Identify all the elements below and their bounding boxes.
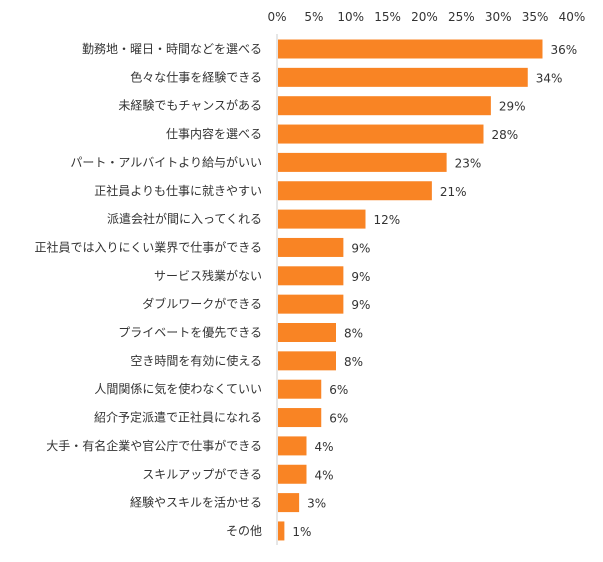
bar bbox=[278, 96, 491, 116]
bar bbox=[278, 493, 300, 513]
category-label: スキルアップができる bbox=[142, 466, 262, 481]
data-label: 4% bbox=[315, 440, 334, 454]
category-label: 空き時間を有効に使える bbox=[130, 353, 262, 368]
category-label: 仕事内容を選べる bbox=[166, 126, 262, 141]
x-tick-label: 25% bbox=[448, 10, 475, 24]
data-label: 8% bbox=[344, 355, 363, 369]
data-label: 1% bbox=[292, 525, 311, 539]
data-label: 9% bbox=[351, 270, 370, 284]
bar bbox=[278, 124, 484, 144]
bar bbox=[278, 67, 528, 87]
data-label: 9% bbox=[351, 241, 370, 255]
category-label: ダブルワークができる bbox=[142, 296, 262, 311]
category-label: 大手・有名企業や官公庁で仕事ができる bbox=[46, 438, 262, 453]
data-label: 4% bbox=[315, 468, 334, 482]
x-tick-label: 40% bbox=[559, 10, 586, 24]
bar bbox=[278, 181, 432, 201]
category-label: 正社員では入りにくい業界で仕事ができる bbox=[34, 239, 262, 254]
data-label: 29% bbox=[499, 100, 526, 114]
bar bbox=[278, 294, 344, 314]
category-label: 紹介予定派遣で正社員になれる bbox=[94, 410, 262, 425]
bar bbox=[278, 379, 322, 399]
data-label: 28% bbox=[492, 128, 519, 142]
bar bbox=[278, 39, 543, 59]
data-label: 8% bbox=[344, 327, 363, 341]
bar bbox=[278, 266, 344, 286]
category-label: 勤務地・曜日・時間などを選べる bbox=[82, 42, 262, 56]
category-label: 経験やスキルを活かせる bbox=[130, 495, 262, 510]
category-label: サービス残業がない bbox=[154, 268, 262, 283]
bar bbox=[278, 152, 447, 172]
x-tick-label: 35% bbox=[522, 10, 549, 24]
x-tick-label: 20% bbox=[411, 10, 438, 24]
bar bbox=[278, 408, 322, 428]
bar bbox=[278, 351, 336, 371]
category-label: その他 bbox=[226, 524, 262, 538]
data-label: 9% bbox=[351, 298, 370, 312]
x-tick-label: 0% bbox=[267, 10, 286, 24]
x-tick-label: 10% bbox=[337, 10, 364, 24]
bar bbox=[278, 237, 344, 257]
data-label: 36% bbox=[551, 43, 578, 57]
category-label: 正社員よりも仕事に就きやすい bbox=[94, 183, 262, 198]
category-label: 派遣会社が間に入ってくれる bbox=[107, 211, 262, 226]
data-label: 34% bbox=[536, 71, 563, 85]
bar bbox=[278, 521, 285, 541]
x-tick-label: 5% bbox=[304, 10, 323, 24]
bar bbox=[278, 436, 307, 456]
category-label: 人間関係に気を使わなくていい bbox=[94, 381, 262, 396]
data-label: 6% bbox=[329, 412, 348, 426]
bar bbox=[278, 464, 307, 484]
category-label: プライベートを優先できる bbox=[118, 326, 262, 340]
data-label: 12% bbox=[374, 213, 401, 227]
data-label: 23% bbox=[455, 156, 482, 170]
data-label: 6% bbox=[329, 383, 348, 397]
data-label: 21% bbox=[440, 185, 467, 199]
bar bbox=[278, 209, 366, 229]
bar bbox=[278, 323, 336, 342]
category-label: 未経験でもチャンスがある bbox=[118, 98, 262, 113]
category-label: 色々な仕事を経験できる bbox=[130, 69, 262, 84]
x-tick-label: 15% bbox=[374, 10, 401, 24]
x-tick-label: 30% bbox=[485, 10, 512, 24]
data-label: 3% bbox=[307, 497, 326, 511]
category-label: パート・アルバイトより給与がいい bbox=[70, 154, 262, 169]
